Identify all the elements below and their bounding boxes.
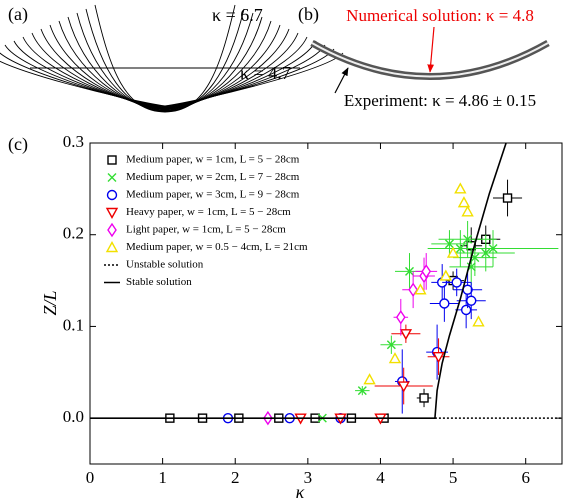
marker — [451, 277, 462, 288]
marker — [446, 246, 460, 258]
marker — [421, 264, 432, 279]
y-tick-label: 0.0 — [63, 407, 84, 426]
legend-label: Heavy paper, w = 1cm, L = 5 − 28cm — [126, 206, 291, 218]
shape-curve — [49, 24, 281, 110]
shape-curve — [0, 48, 335, 107]
y-tick-label: 0.3 — [63, 132, 84, 151]
panel-label: (b) — [298, 4, 319, 25]
shape-curve — [94, 4, 236, 113]
solution-line — [90, 143, 507, 419]
marker — [419, 393, 429, 403]
marker — [488, 243, 498, 253]
legend-label: Light paper, w = 1cm, L = 5 − 28cm — [126, 224, 286, 236]
panel-a: (a) κ = 6.7 κ = 4.7 — [0, 4, 344, 113]
shape-curve — [67, 16, 263, 111]
legend-label: Medium paper, w = 1cm, L = 5 − 28cm — [126, 154, 300, 166]
x-tick-label: 1 — [158, 468, 167, 487]
shape-curve — [85, 8, 245, 112]
marker — [397, 381, 410, 393]
marker — [357, 386, 367, 396]
marker — [502, 193, 513, 203]
x-tick-label: 4 — [376, 468, 385, 487]
legend-label: Medium paper, w = 0.5 − 4cm, L = 21cm — [126, 241, 308, 253]
annotation: Numerical solution: κ = 4.8 — [346, 6, 534, 25]
annotation: κ = 6.7 — [212, 5, 263, 25]
marker — [105, 241, 119, 253]
marker — [432, 351, 445, 364]
marker — [454, 182, 467, 194]
marker — [107, 155, 117, 165]
marker — [408, 282, 418, 298]
y-tick-label: 0.2 — [63, 224, 84, 243]
panel-b: (b) Numerical solution: κ = 4.8 Experime… — [298, 4, 550, 110]
plot-frame — [89, 142, 563, 465]
shape-curve — [0, 52, 344, 107]
marker — [405, 266, 415, 276]
x-axis-label: κ — [296, 482, 305, 502]
arrow — [427, 26, 435, 73]
marker — [363, 373, 376, 385]
x-tick-label: 0 — [86, 468, 95, 487]
marker — [414, 283, 427, 295]
marker — [444, 239, 454, 249]
marker — [399, 329, 413, 341]
marker — [388, 352, 402, 364]
marker — [107, 173, 117, 182]
panel-label: (c) — [8, 134, 28, 155]
plot-area — [90, 143, 562, 426]
strip-highlight — [311, 42, 549, 78]
marker — [439, 269, 453, 281]
arrow — [334, 67, 349, 94]
marker — [466, 295, 477, 306]
shape-curve — [13, 40, 317, 108]
panel-c: (c) κ Z/L 0 1 2 3 4 5 6 0.0 0.1 0.2 0.3 Medium pape… — [8, 132, 563, 502]
marker — [457, 196, 471, 208]
marker — [105, 207, 119, 219]
panel-label: (a) — [8, 4, 28, 25]
marker — [386, 340, 396, 350]
y-axis-label: Z/L — [40, 290, 60, 315]
marker — [481, 248, 491, 258]
marker — [439, 298, 450, 309]
marker — [461, 205, 474, 217]
marker — [395, 309, 406, 325]
marker — [460, 304, 472, 316]
marker — [107, 222, 117, 238]
shape-curve — [76, 12, 254, 112]
marker — [463, 234, 473, 244]
x-tick-label: 6 — [521, 468, 530, 487]
marker — [106, 189, 118, 201]
shape-curve — [22, 36, 308, 109]
legend-label: Medium paper, w = 3cm, L = 9 − 28cm — [126, 189, 300, 201]
x-tick-label: 2 — [231, 468, 240, 487]
y-tick-label: 0.1 — [63, 315, 84, 334]
legend-label: Unstable solution — [126, 259, 204, 271]
legend-label: Medium paper, w = 2cm, L = 7 − 28cm — [126, 171, 300, 183]
shape-curve — [40, 28, 290, 110]
shape-curve — [58, 20, 272, 111]
marker — [472, 315, 485, 327]
annotation: Experiment: κ = 4.86 ± 0.15 — [344, 91, 536, 110]
shape-curve — [31, 32, 299, 109]
shape-curve — [4, 44, 326, 108]
x-tick-label: 5 — [449, 468, 458, 487]
x-tick-label: 3 — [304, 468, 313, 487]
legend-label: Stable solution — [126, 276, 192, 288]
